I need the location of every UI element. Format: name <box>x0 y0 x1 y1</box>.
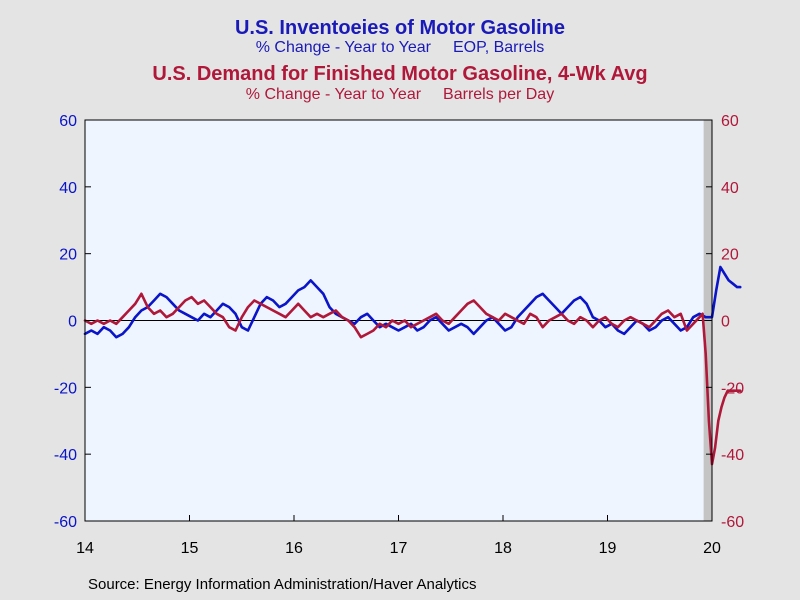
axis-layer: 60 60 40 40 20 20 0 0 -20 -20 -40 -40 -60 -60 14 15 16 17… <box>54 113 744 557</box>
chart-title-inventories: U.S. Inventoeies of Motor Gasoline <box>234 17 566 39</box>
y-tick-label-left: -60 <box>54 514 77 531</box>
subtitle-inventories-unit: EOP, Barrels <box>452 39 545 56</box>
y-tick-label-left: 20 <box>59 247 77 264</box>
chart-subtitle-demand: % Change - Year to Year Barrels per Day <box>0 86 800 104</box>
x-tick-label: 17 <box>390 540 408 557</box>
y-tick-label-left: 60 <box>59 113 77 130</box>
y-tick-label-right: 20 <box>721 247 739 264</box>
y-tick-label-right: 60 <box>721 113 739 130</box>
chart-title-demand: U.S. Demand for Finished Motor Gasoline,… <box>152 63 648 85</box>
source-note: Source: Energy Information Administratio… <box>88 576 477 593</box>
x-tick-label: 16 <box>285 540 303 557</box>
y-tick-label-right: -60 <box>721 514 744 531</box>
x-tick-label: 19 <box>599 540 617 557</box>
series-layer <box>83 265 742 466</box>
y-tick-label-left: -20 <box>54 380 77 397</box>
y-tick-label-right: 0 <box>721 314 730 331</box>
y-tick-label-left: 0 <box>68 314 77 331</box>
y-tick-label-right: 40 <box>721 180 739 197</box>
chart-subtitle-inventories: % Change - Year to Year EOP, Barrels <box>0 39 800 57</box>
subtitle-demand-unit: Barrels per Day <box>443 86 555 103</box>
x-tick-label: 20 <box>703 540 721 557</box>
x-tick-label: 14 <box>76 540 94 557</box>
y-tick-label-right: -40 <box>721 447 744 464</box>
x-tick-label: 15 <box>181 540 199 557</box>
demand-series-line <box>83 292 742 466</box>
y-tick-label-right: -20 <box>721 380 744 397</box>
subtitle-inventories-measure: % Change - Year to Year <box>255 39 431 56</box>
x-tick-label: 18 <box>494 540 512 557</box>
y-tick-label-left: -40 <box>54 447 77 464</box>
y-tick-label-left: 40 <box>59 180 77 197</box>
subtitle-demand-measure: % Change - Year to Year <box>245 86 422 103</box>
